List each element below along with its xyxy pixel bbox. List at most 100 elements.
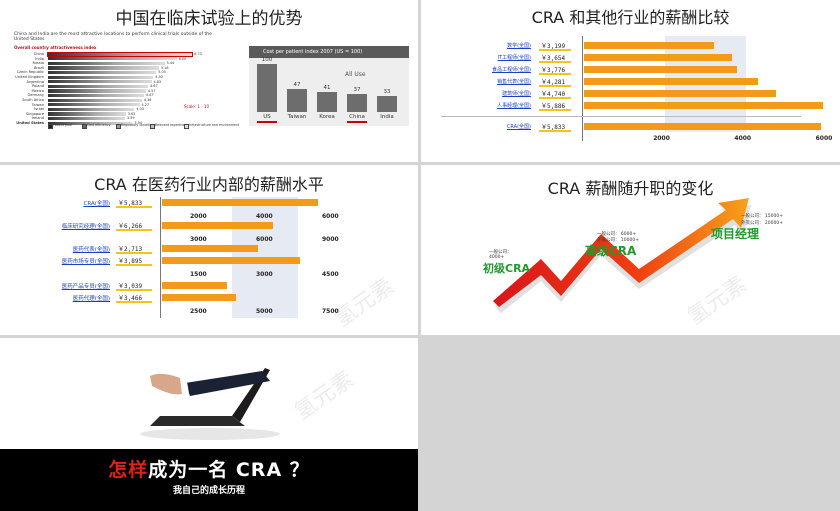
cost-category: Korea: [319, 114, 335, 120]
country-value: 4.92: [155, 75, 163, 79]
divider: [441, 116, 801, 117]
left-chart-caption: China and India are the most attractive …: [14, 32, 212, 42]
pharma-salary-bar: [162, 199, 318, 206]
senior-cra-label: 高级CRA: [585, 244, 637, 258]
cost-bar: [257, 64, 277, 112]
slide3-title: CRA 在医药行业内部的薪酬水平: [94, 175, 324, 194]
country-bar: [48, 117, 125, 121]
country-rows: China 6.73 India 6.00 Russia 5.44 Brazil 5.18 Cz…: [14, 51, 219, 134]
country-bar: [48, 94, 144, 98]
axis-line: [160, 280, 161, 318]
cost-per-patient-chart: Cost per patient index 2007 (US = 100) A…: [249, 46, 409, 126]
cost-bar: [317, 92, 337, 112]
cost-category: Taiwan: [287, 114, 307, 120]
pharma-salary-label: ￥6,266: [118, 223, 143, 230]
salary-label: ￥4,281: [541, 79, 566, 86]
country-bar: [46, 51, 194, 57]
label-underline: [539, 97, 571, 99]
country-value: 3.59: [126, 116, 135, 121]
country-value: 5.44: [166, 61, 175, 66]
slide-salary-promotion[interactable]: CRA 薪酬随升职的变化 一般公司： 4000+ 初级CRA 一般公司： 600…: [421, 165, 840, 335]
salary-label: ￥5,886: [541, 103, 566, 110]
country-label: Russia: [32, 61, 44, 66]
cost-value: 41: [323, 85, 331, 92]
country-value: 4.83: [153, 79, 162, 84]
salary-bar: [584, 66, 738, 73]
banner-headline: 怎样成为一名 CRA ？: [0, 455, 418, 482]
headline-red: 怎样: [108, 459, 149, 481]
scale-note: Scale: 1 - 10: [184, 104, 210, 109]
laptop-base: [150, 416, 245, 426]
cost-value: 100: [261, 57, 273, 63]
cost-chart-title: Cost per patient index 2007 (US = 100): [263, 49, 363, 55]
sleeve: [185, 371, 270, 396]
pm-note1: 一般公司： 15000+: [741, 214, 784, 219]
salary-label: ￥3,654: [541, 55, 566, 62]
x-tick: 1500: [190, 271, 207, 278]
salary-bar: [584, 102, 823, 109]
axis-line: [160, 197, 161, 223]
salary-label: ￥3,199: [541, 43, 566, 50]
salary-label: ￥4,740: [541, 91, 566, 98]
label-underline: [116, 252, 152, 254]
industry-label: CRA(全国): [506, 124, 531, 130]
country-value: 4.67: [150, 84, 158, 89]
industry-label: 销售代表(全国): [497, 79, 531, 85]
pharma-salary-chart: CRA(全国) ￥5,833 2000 4000 6000 临床研究经理(全国) ￥6,26…: [0, 195, 418, 335]
pharma-role-label: 临床研究经理(全国): [61, 224, 110, 230]
industry-label: 数学(全国): [507, 43, 531, 49]
industry-label: IT工程师(全国): [497, 55, 531, 61]
legend-label: Relevant expertise: [155, 123, 185, 127]
pharma-salary-label: ￥5,833: [118, 200, 143, 207]
pharma-role-label: 医药产品专员(全国): [61, 284, 110, 290]
x-tick: 2500: [190, 308, 207, 315]
cost-bar: [287, 89, 307, 112]
country-bar: [48, 107, 135, 111]
pharma-role-label: CRA(全国): [83, 201, 111, 207]
country-value: 5.05: [158, 70, 166, 75]
x-tick: 4000: [256, 213, 273, 220]
slide2-title: CRA 和其他行业的薪酬比较: [531, 8, 730, 27]
cost-bar: [377, 96, 397, 112]
label-underline: [116, 264, 152, 266]
senior-note1: 一般公司： 6000+: [597, 232, 637, 237]
country-label: Germany: [27, 93, 44, 98]
pharma-salary-label: ￥3,466: [118, 295, 143, 302]
country-label: Czech Republic: [16, 70, 44, 75]
country-label: Mexico: [31, 88, 44, 93]
pharma-role-label: 医药代表(全国): [72, 247, 110, 253]
project-manager-label: 项目经理: [711, 227, 760, 241]
country-value: 6.73: [194, 52, 202, 56]
legend-label: Infrastructure and environment: [189, 123, 240, 127]
country-value: 4.38: [143, 98, 152, 102]
legend-label: Regulatory conditions: [121, 123, 156, 127]
x-tick: 9000: [322, 236, 339, 243]
pharma-salary-label: ￥2,713: [118, 246, 143, 253]
country-value: 3.94: [134, 121, 142, 125]
slide-cra-pharma-salary[interactable]: CRA 在医药行业内部的薪酬水平 CRA(全国) ￥5,833 2000 4000 60…: [0, 165, 418, 335]
country-label: India: [35, 56, 44, 61]
country-value: 4.47: [145, 93, 154, 98]
country-bar: [48, 75, 154, 79]
cost-value: 33: [383, 89, 391, 96]
bottom-banner: 怎样成为一名 CRA ？ 我自己的成长历程: [0, 449, 418, 511]
country-label: Poland: [32, 84, 44, 89]
country-bar: [48, 89, 146, 93]
slide-how-to-become-cra[interactable]: 氢元素 怎样成为一名 CRA ？ 我自己的成长历程: [0, 338, 418, 511]
cost-value: 37: [353, 87, 361, 94]
x-tick: 6000: [256, 236, 273, 243]
career-growth-arrow: [493, 198, 751, 313]
pharma-role-label: 医药代理(全国): [72, 296, 110, 302]
pharma-salary-bar: [162, 245, 259, 252]
banner-subtitle: 我自己的成长历程: [172, 486, 245, 496]
country-bar: [48, 112, 126, 116]
country-bar: [48, 71, 157, 75]
slide-china-advantage[interactable]: 中国在临床试验上的优势 China and India are the most…: [0, 0, 418, 162]
x-tick: 3000: [256, 271, 273, 278]
country-label: Singapore: [25, 111, 44, 116]
label-underline: [539, 109, 571, 111]
x-tick: 4500: [322, 271, 339, 278]
country-label: Brazil: [33, 65, 44, 70]
slide-cra-vs-industries[interactable]: CRA 和其他行业的薪酬比较 数学(全国) ￥3,199 IT工程师(全国) ￥3,6…: [421, 0, 840, 162]
junior-note1: 一般公司：: [489, 250, 512, 255]
